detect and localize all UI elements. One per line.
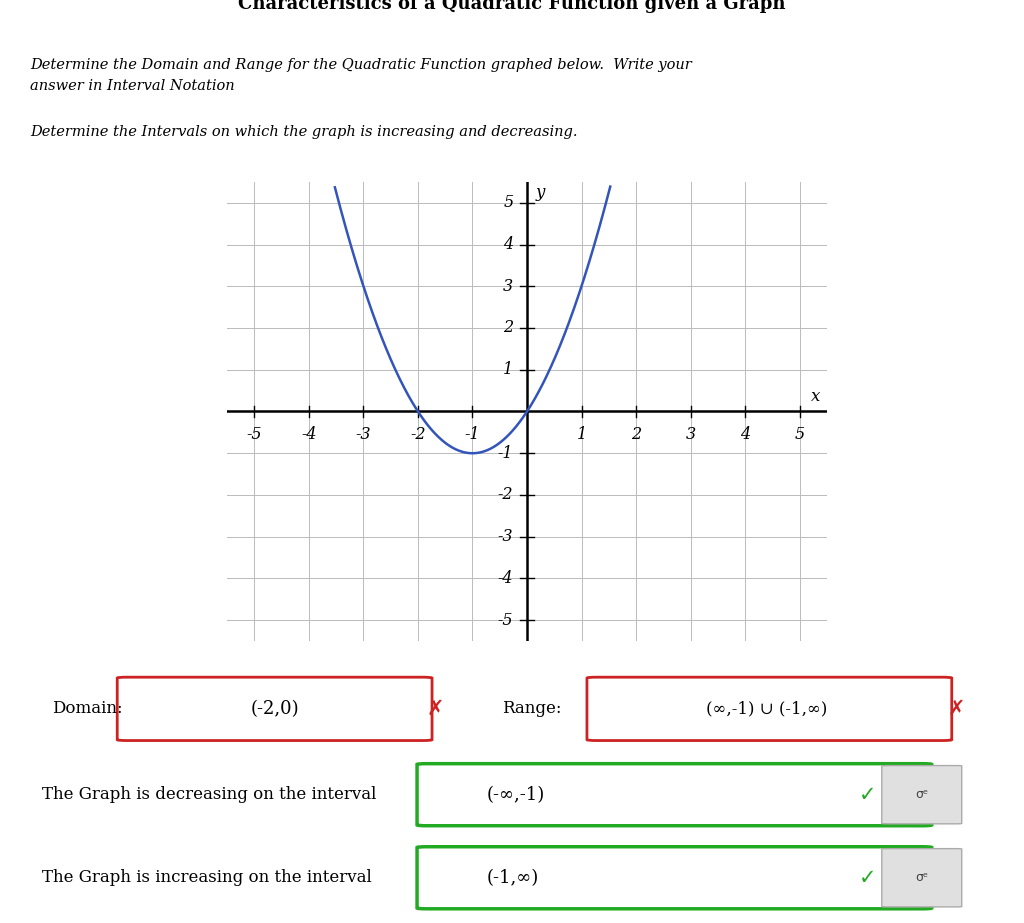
Text: 1: 1 [503, 361, 513, 378]
Text: 4: 4 [740, 426, 751, 443]
Text: The Graph is increasing on the interval: The Graph is increasing on the interval [42, 869, 372, 886]
Text: ✗: ✗ [948, 699, 966, 719]
Text: σᵉ: σᵉ [915, 788, 929, 801]
Text: 2: 2 [631, 426, 641, 443]
Text: -3: -3 [498, 528, 513, 545]
Text: -5: -5 [498, 612, 513, 629]
Text: -4: -4 [301, 426, 316, 443]
FancyBboxPatch shape [882, 848, 962, 907]
Text: -2: -2 [411, 426, 426, 443]
FancyBboxPatch shape [882, 765, 962, 824]
Text: 4: 4 [503, 236, 513, 253]
Text: 5: 5 [795, 426, 805, 443]
Text: -2: -2 [498, 486, 513, 503]
Text: -5: -5 [247, 426, 262, 443]
Text: Range:: Range: [502, 701, 561, 717]
FancyBboxPatch shape [417, 763, 932, 826]
Text: 2: 2 [503, 319, 513, 337]
Text: ✓: ✓ [859, 785, 877, 805]
Text: 3: 3 [503, 278, 513, 294]
Text: ✗: ✗ [426, 699, 443, 719]
Text: 1: 1 [577, 426, 587, 443]
Text: σᵉ: σᵉ [915, 871, 929, 884]
Text: Determine the Intervals on which the graph is increasing and decreasing.: Determine the Intervals on which the gra… [31, 125, 578, 138]
FancyBboxPatch shape [117, 677, 432, 740]
Text: Determine the Domain and Range for the Quadratic Function graphed below.  Write : Determine the Domain and Range for the Q… [31, 57, 692, 93]
Text: (-2,0): (-2,0) [251, 700, 299, 718]
FancyBboxPatch shape [587, 677, 951, 740]
Text: 3: 3 [685, 426, 695, 443]
Text: 5: 5 [503, 194, 513, 211]
Text: ✓: ✓ [859, 868, 877, 888]
Text: -1: -1 [465, 426, 480, 443]
Text: The Graph is decreasing on the interval: The Graph is decreasing on the interval [42, 786, 377, 803]
Text: -1: -1 [498, 445, 513, 462]
Text: y: y [536, 184, 546, 201]
Text: Characteristics of a Quadratic Function given a Graph: Characteristics of a Quadratic Function … [239, 0, 785, 13]
FancyBboxPatch shape [417, 846, 932, 909]
Text: -4: -4 [498, 570, 513, 587]
Text: (∞,-1) ∪ (-1,∞): (∞,-1) ∪ (-1,∞) [707, 701, 827, 717]
Text: -3: -3 [355, 426, 371, 443]
Text: (-1,∞): (-1,∞) [487, 869, 540, 887]
Text: x: x [811, 389, 820, 405]
Text: Domain:: Domain: [52, 701, 123, 717]
Text: (-∞,-1): (-∞,-1) [487, 785, 545, 804]
